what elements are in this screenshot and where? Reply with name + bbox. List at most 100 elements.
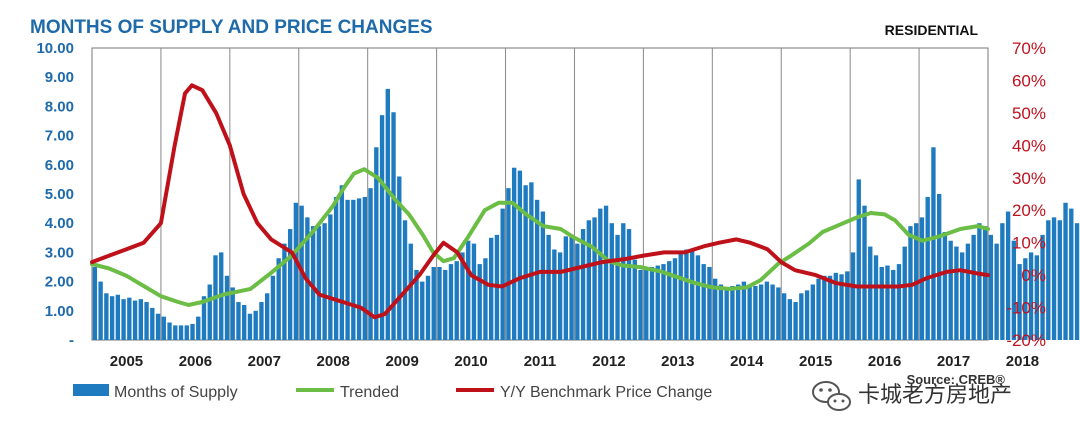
supply-bar (575, 243, 580, 340)
supply-bar (753, 285, 758, 340)
supply-bar (167, 322, 172, 340)
x-tick: 2016 (868, 353, 901, 370)
x-tick: 2009 (385, 353, 418, 370)
supply-bar (1028, 252, 1034, 340)
supply-bar (345, 199, 350, 340)
supply-bar (959, 252, 965, 340)
supply-bar (511, 167, 517, 340)
trended-line (90, 167, 990, 307)
watermark-text: 卡城老方房地产 (858, 382, 1012, 407)
x-tick: 2005 (110, 353, 143, 370)
supply-bar (781, 293, 787, 340)
supply-bar (724, 287, 729, 340)
supply-bar (253, 310, 258, 340)
supply-bar (793, 302, 798, 340)
supply-bar (293, 202, 299, 340)
supply-bar (655, 265, 660, 340)
x-tick: 2013 (661, 353, 694, 370)
supply-bar (931, 147, 936, 340)
supply-bar (408, 243, 413, 340)
supply-bar (161, 316, 166, 340)
supply-bar (224, 275, 230, 340)
supply-bar (242, 304, 247, 340)
supply-bar (707, 267, 712, 340)
supply-bar (207, 284, 212, 340)
x-tick: 2011 (524, 353, 557, 370)
legend-swatch-supply (73, 384, 109, 396)
supply-bar (264, 293, 270, 340)
y-left-tick: 9.00 (45, 69, 74, 86)
supply-bar (667, 261, 672, 340)
y-right-tick: 70% (1012, 39, 1046, 58)
supply-bar (471, 243, 477, 340)
supply-bar (626, 229, 632, 340)
supply-bar (1000, 223, 1005, 340)
y-left-tick: 5.00 (45, 186, 74, 203)
supply-bar (644, 269, 649, 340)
supply-bar (730, 285, 735, 340)
supply-bar (282, 243, 287, 340)
supply-bar (420, 281, 425, 340)
supply-bar (466, 240, 471, 340)
supply-bar (534, 199, 540, 340)
watermark: 卡城老方房地产 (812, 381, 1012, 411)
supply-bar (868, 246, 873, 340)
supply-bar (425, 275, 431, 340)
supply-bar (178, 325, 184, 340)
supply-bar (954, 246, 959, 340)
supply-bar (443, 269, 448, 340)
y-right-tick: 20% (1012, 201, 1046, 220)
supply-bar (190, 323, 195, 340)
year-gridlines (160, 48, 920, 340)
x-tick: 2008 (317, 353, 350, 370)
x-tick: 2007 (248, 353, 281, 370)
supply-bar (385, 88, 390, 340)
y-left-tick: - (69, 332, 74, 349)
supply-bar (948, 240, 953, 340)
supply-bar (764, 281, 770, 340)
supply-bar (431, 267, 436, 340)
y-right-tick: 10% (1012, 234, 1046, 253)
legend: Months of Supply Trended Y/Y Benchmark P… (73, 384, 712, 401)
supply-bar (196, 316, 201, 340)
supply-bar (523, 185, 528, 340)
y-right-tick: 30% (1012, 169, 1046, 188)
y-right-tick: 60% (1012, 71, 1046, 90)
supply-bar (799, 293, 804, 340)
supply-bar (316, 226, 322, 340)
supply-bar (540, 211, 546, 340)
supply-bar (362, 196, 368, 340)
supply-bar (770, 284, 775, 340)
supply-bar (712, 278, 718, 340)
supply-bar (201, 296, 207, 340)
y-left-tick: 10.00 (36, 40, 74, 57)
supply-bar (529, 182, 534, 340)
supply-bar (862, 205, 867, 340)
legend-label-supply: Months of Supply (114, 384, 238, 401)
supply-bar (833, 272, 838, 340)
supply-bar (810, 284, 816, 340)
supply-bar (885, 265, 890, 340)
supply-bar (104, 293, 109, 340)
supply-bar (977, 223, 982, 340)
residential-label: RESIDENTIAL (885, 22, 979, 38)
supply-bar (563, 236, 569, 340)
supply-bar (144, 302, 149, 340)
supply-bar (287, 229, 293, 340)
supply-bar (1040, 234, 1045, 340)
supply-bar (982, 226, 988, 340)
source-note: Source: CREB® (907, 372, 1006, 387)
supply-bar (598, 208, 603, 340)
supply-bar (971, 234, 976, 340)
supply-bar (741, 281, 747, 340)
supply-bar (488, 237, 494, 340)
x-tick: 2015 (799, 353, 832, 370)
y-left-tick: 2.00 (45, 274, 74, 291)
y-left-tick: 1.00 (45, 303, 74, 320)
price-change-line (90, 83, 990, 320)
supply-bar (845, 271, 850, 340)
supply-bar (483, 258, 488, 340)
supply-bar (672, 258, 678, 340)
supply-bar (310, 226, 316, 340)
